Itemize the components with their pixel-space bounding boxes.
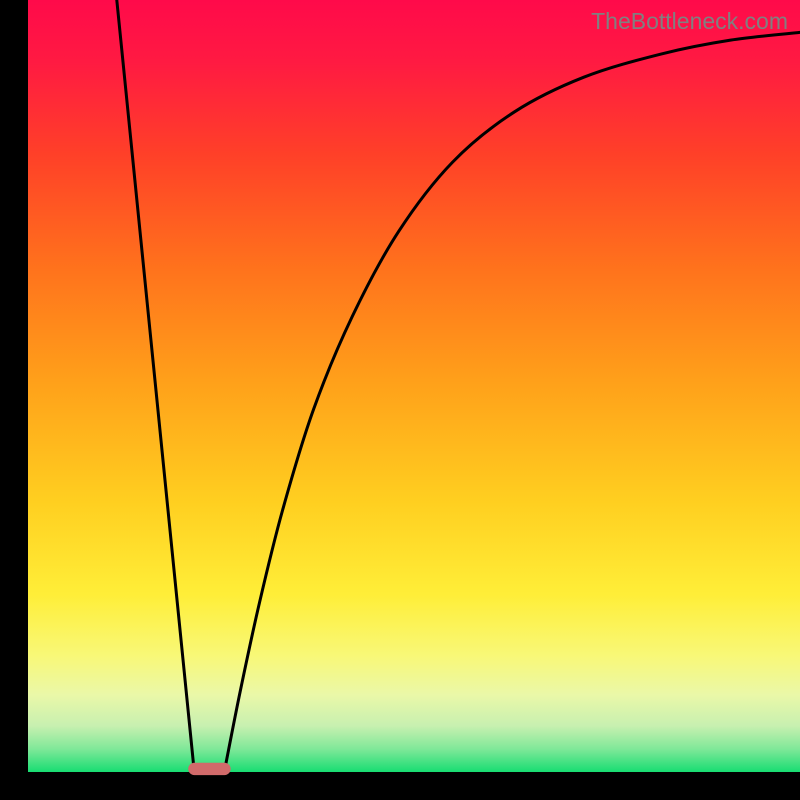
- chart-svg: [0, 0, 800, 800]
- chart-container: TheBottleneck.com: [0, 0, 800, 800]
- watermark-text: TheBottleneck.com: [591, 8, 788, 35]
